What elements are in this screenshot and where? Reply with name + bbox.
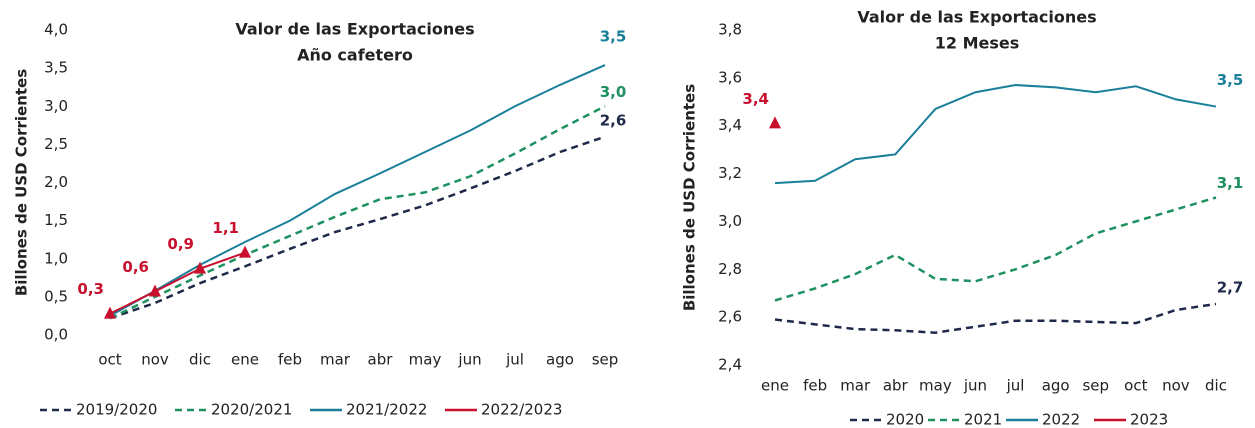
x-tick-label: mar	[840, 377, 871, 395]
x-tick-label: may	[409, 351, 442, 369]
line-series	[774, 302, 1217, 334]
value-label: 3,1	[1217, 174, 1244, 192]
line-series	[109, 135, 606, 320]
y-tick-label: 0,5	[44, 287, 68, 305]
y-tick-label: 3,8	[718, 21, 742, 39]
point-marker	[149, 284, 161, 297]
value-label: 0,9	[167, 235, 194, 253]
legend-label: 2020	[886, 411, 924, 428]
chart-title: Valor de las Exportaciones	[857, 8, 1096, 27]
x-tick-label: dic	[1205, 377, 1227, 395]
legend-label: 2023	[1130, 411, 1168, 428]
y-tick-label: 2,0	[44, 173, 68, 191]
chart-subtitle: Año cafetero	[297, 46, 413, 65]
x-tick-label: dic	[189, 351, 211, 369]
y-axis-label: Billones de USD Corrientes	[13, 69, 31, 296]
value-label: 3,5	[600, 28, 627, 46]
line-series	[109, 251, 246, 315]
y-axis-label: Billones de USD Corrientes	[681, 84, 699, 311]
value-label: 0,3	[77, 280, 104, 298]
value-label: 2,7	[1217, 278, 1244, 296]
point-marker	[194, 261, 206, 274]
y-tick-label: 4,0	[44, 21, 68, 39]
x-tick-label: jun	[457, 351, 481, 369]
point-marker	[239, 245, 251, 258]
legend-label: 2020/2021	[211, 401, 292, 419]
line-series	[774, 84, 1217, 185]
y-tick-label: 3,6	[718, 68, 742, 86]
value-label: 3,5	[1217, 71, 1244, 89]
y-tick-label: 3,0	[718, 212, 742, 230]
legend-label: 2021	[964, 411, 1002, 428]
line-series	[774, 196, 1217, 302]
legend-label: 2021/2022	[346, 401, 427, 419]
value-label: 3,0	[600, 83, 627, 101]
x-tick-label: sep	[592, 351, 619, 369]
chart: Valor de las Exportaciones Año cafetero Bi…	[13, 20, 627, 419]
x-tick-label: ene	[761, 377, 789, 395]
y-tick-label: 3,5	[44, 59, 68, 77]
legend-label: 2019/2020	[76, 401, 157, 419]
y-tick-label: 1,5	[44, 211, 68, 229]
x-tick-label: abr	[368, 351, 394, 369]
point-marker	[104, 306, 116, 319]
x-tick-label: mar	[320, 351, 351, 369]
chart: Valor de las Exportaciones 12 Meses Billon…	[681, 8, 1244, 428]
x-tick-label: jul	[1006, 377, 1025, 395]
x-tick-label: nov	[1162, 377, 1190, 395]
x-tick-label: oct	[98, 351, 121, 369]
x-tick-label: ene	[231, 351, 259, 369]
x-tick-label: feb	[803, 377, 827, 395]
x-tick-label: ago	[546, 351, 574, 369]
y-tick-label: 2,6	[718, 308, 742, 326]
point-marker	[769, 116, 781, 129]
chart-title: Valor de las Exportaciones	[235, 20, 474, 39]
y-tick-label: 3,0	[44, 97, 68, 115]
chart-subtitle: 12 Meses	[935, 34, 1020, 53]
x-tick-label: jun	[963, 377, 987, 395]
y-tick-label: 1,0	[44, 249, 68, 267]
x-tick-label: may	[919, 377, 952, 395]
x-tick-label: oct	[1124, 377, 1147, 395]
value-label: 0,6	[122, 258, 149, 276]
value-label: 2,6	[600, 111, 627, 129]
y-tick-label: 2,8	[718, 260, 742, 278]
x-tick-label: feb	[278, 351, 302, 369]
x-tick-label: nov	[141, 351, 169, 369]
y-tick-label: 2,4	[718, 356, 742, 374]
value-label: 1,1	[212, 219, 239, 237]
line-series	[109, 105, 606, 320]
legend-label: 2022/2023	[481, 401, 562, 419]
x-tick-label: jul	[505, 351, 524, 369]
x-tick-label: sep	[1082, 377, 1109, 395]
line-series	[109, 64, 606, 317]
x-tick-label: abr	[883, 377, 909, 395]
y-tick-label: 0,0	[44, 326, 68, 344]
x-tick-label: ago	[1042, 377, 1070, 395]
y-tick-label: 2,5	[44, 135, 68, 153]
y-tick-label: 3,4	[718, 116, 742, 134]
legend-label: 2022	[1042, 411, 1080, 428]
value-label: 3,4	[742, 90, 769, 108]
y-tick-label: 3,2	[718, 164, 742, 182]
